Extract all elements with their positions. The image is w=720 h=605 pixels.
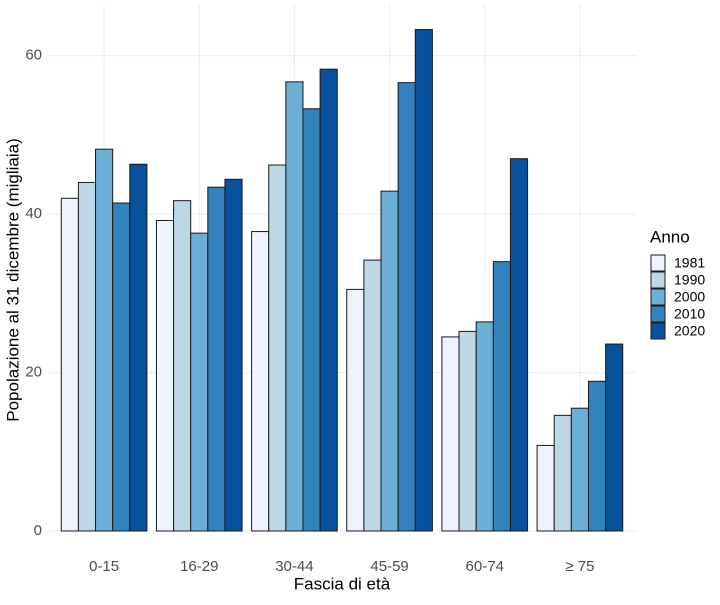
legend-key bbox=[650, 322, 666, 340]
bar bbox=[173, 200, 192, 532]
bar bbox=[397, 82, 416, 532]
x-axis-title: Fascia di età bbox=[294, 574, 391, 593]
legend-label: 2020 bbox=[674, 323, 705, 339]
bar bbox=[155, 219, 175, 532]
bar bbox=[553, 414, 572, 532]
y-tick-label: 40 bbox=[25, 205, 42, 222]
bar bbox=[458, 330, 477, 532]
bar bbox=[129, 163, 148, 532]
x-tick-label: 30-44 bbox=[275, 558, 313, 575]
bar bbox=[414, 29, 433, 532]
bar bbox=[224, 178, 243, 532]
bar bbox=[207, 186, 226, 532]
bar bbox=[190, 232, 209, 532]
bar bbox=[441, 336, 460, 532]
y-tick-label: 20 bbox=[25, 364, 42, 381]
bar bbox=[570, 407, 589, 532]
bar bbox=[475, 321, 494, 532]
x-tick-label: ≥ 75 bbox=[565, 558, 594, 575]
legend-label: 2000 bbox=[674, 289, 705, 305]
legend-label: 1990 bbox=[674, 272, 705, 288]
legend-key bbox=[650, 254, 666, 272]
legend-key bbox=[650, 305, 666, 323]
y-tick-label: 0 bbox=[34, 522, 42, 539]
x-tick-label: 60-74 bbox=[466, 558, 504, 575]
y-axis-title: Popolazione al 31 dicembre (migliaia) bbox=[3, 138, 22, 421]
bar bbox=[112, 202, 131, 532]
bar bbox=[302, 108, 321, 532]
bar bbox=[285, 81, 304, 532]
bar bbox=[509, 158, 529, 532]
bar bbox=[251, 231, 270, 532]
bar bbox=[587, 380, 607, 532]
bar bbox=[363, 259, 382, 532]
x-tick-label: 0-15 bbox=[89, 558, 119, 575]
bar bbox=[492, 261, 511, 532]
y-tick-label: 60 bbox=[25, 47, 42, 64]
x-tick-label: 45-59 bbox=[370, 558, 408, 575]
legend-key bbox=[650, 271, 666, 289]
legend-label: 1981 bbox=[674, 255, 705, 271]
bar bbox=[319, 68, 338, 532]
bar bbox=[605, 343, 624, 532]
legend-label: 2010 bbox=[674, 306, 705, 322]
bar bbox=[77, 181, 97, 532]
x-tick-label: 16-29 bbox=[180, 558, 218, 575]
bar bbox=[346, 288, 365, 532]
bar bbox=[95, 148, 114, 532]
bar bbox=[60, 197, 79, 532]
legend-key bbox=[650, 288, 666, 306]
bar bbox=[536, 444, 555, 532]
bar bbox=[380, 190, 399, 532]
legend-title: Anno bbox=[650, 227, 690, 246]
bar bbox=[268, 164, 287, 532]
